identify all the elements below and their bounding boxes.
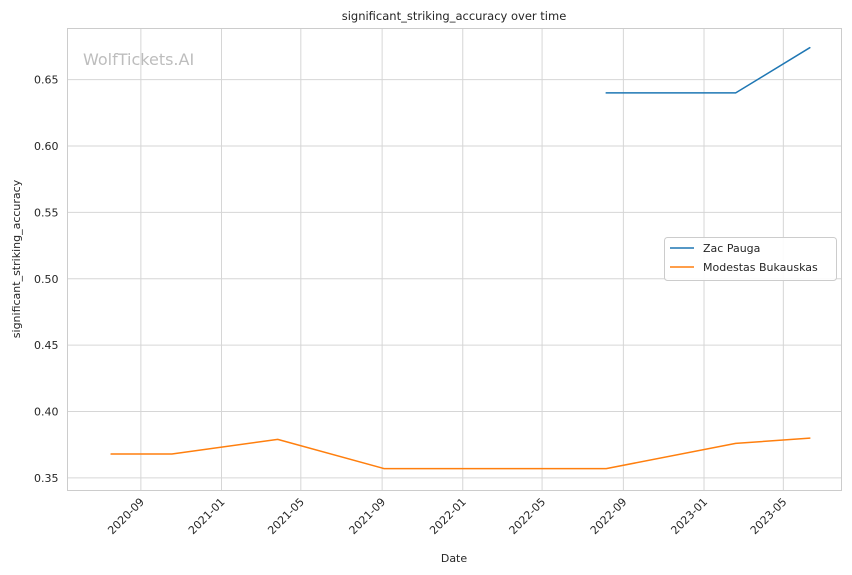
- x-tick-label: 2021-05: [265, 495, 307, 537]
- x-tick-label: 2022-09: [588, 495, 630, 537]
- x-axis-title: Date: [441, 552, 468, 565]
- legend: Zac Pauga Modestas Bukauskas: [664, 237, 837, 281]
- y-tick-label: 0.40: [34, 406, 59, 419]
- series-line-0: [605, 46, 811, 94]
- series-line-1: [110, 437, 811, 470]
- y-axis-title: significant_striking_accuracy: [10, 179, 23, 338]
- plot-frame: [67, 28, 842, 491]
- chart-title: significant_striking_accuracy over time: [342, 9, 567, 23]
- y-tick-label: 0.55: [34, 206, 59, 219]
- series-lines: [110, 46, 811, 470]
- x-tick-label: 2023-01: [668, 495, 710, 537]
- y-tick-label: 0.50: [34, 273, 59, 286]
- y-tick-label: 0.60: [34, 140, 59, 153]
- legend-box: [664, 237, 837, 281]
- x-tick-label: 2023-05: [748, 495, 790, 537]
- x-tick-label: 2022-05: [507, 495, 549, 537]
- y-tick-labels: 0.35 0.40 0.45 0.50 0.55 0.60 0.65: [34, 74, 59, 485]
- x-tick-labels: 2020-09 2021-01 2021-05 2021-09 2022-01 2022-…: [105, 495, 789, 537]
- y-tick-label: 0.35: [34, 472, 59, 485]
- x-tick-label: 2021-09: [347, 495, 389, 537]
- x-tick-label: 2022-01: [427, 495, 469, 537]
- y-tick-label: 0.45: [34, 339, 59, 352]
- x-tick-label: 2021-01: [186, 495, 228, 537]
- legend-label: Modestas Bukauskas: [703, 261, 818, 274]
- legend-label: Zac Pauga: [703, 242, 760, 255]
- watermark: WolfTickets.AI: [83, 50, 194, 69]
- x-tick-label: 2020-09: [105, 495, 147, 537]
- y-tick-label: 0.65: [34, 74, 59, 87]
